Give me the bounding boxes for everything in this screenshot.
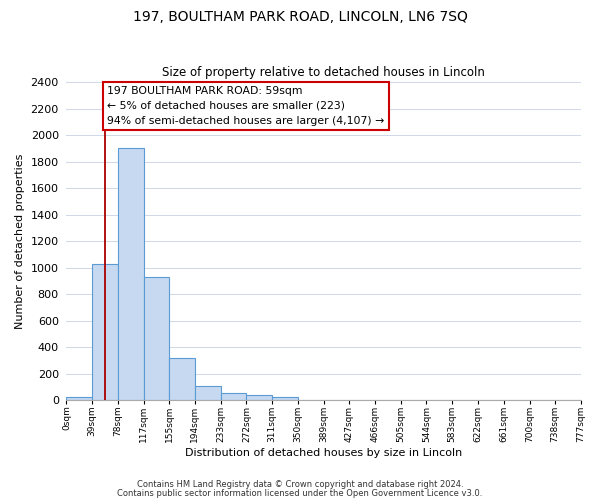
Bar	[144, 278, 169, 400]
Title: Size of property relative to detached houses in Lincoln: Size of property relative to detached ho…	[162, 66, 485, 80]
Text: 197 BOULTHAM PARK ROAD: 59sqm
← 5% of detached houses are smaller (223)
94% of s: 197 BOULTHAM PARK ROAD: 59sqm ← 5% of de…	[107, 86, 385, 126]
Bar	[92, 264, 118, 400]
Bar	[118, 148, 144, 400]
Bar	[221, 394, 247, 400]
Text: Contains public sector information licensed under the Open Government Licence v3: Contains public sector information licen…	[118, 488, 482, 498]
Y-axis label: Number of detached properties: Number of detached properties	[15, 154, 25, 328]
Text: Contains HM Land Registry data © Crown copyright and database right 2024.: Contains HM Land Registry data © Crown c…	[137, 480, 463, 489]
Bar	[247, 396, 272, 400]
Bar	[272, 398, 298, 400]
Bar	[195, 386, 221, 400]
Bar	[67, 396, 92, 400]
Text: 197, BOULTHAM PARK ROAD, LINCOLN, LN6 7SQ: 197, BOULTHAM PARK ROAD, LINCOLN, LN6 7S…	[133, 10, 467, 24]
Bar	[169, 358, 195, 400]
X-axis label: Distribution of detached houses by size in Lincoln: Distribution of detached houses by size …	[185, 448, 462, 458]
